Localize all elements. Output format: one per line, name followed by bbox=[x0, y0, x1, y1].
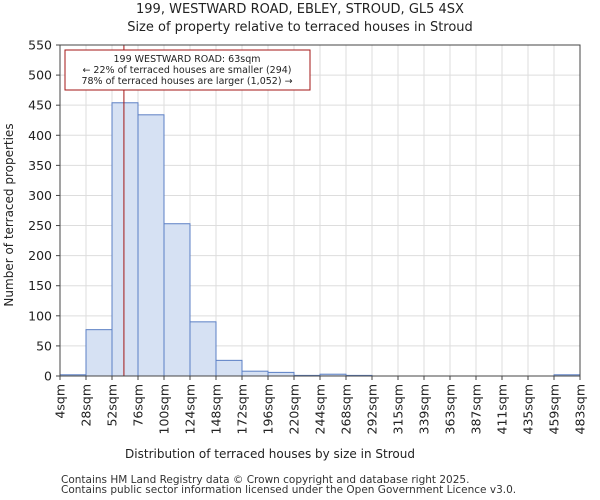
x-tick-label: 196sqm bbox=[261, 384, 276, 434]
chart-title-line2: Size of property relative to terraced ho… bbox=[127, 20, 473, 35]
bar bbox=[215, 359, 243, 377]
y-tick-label: 50 bbox=[36, 338, 52, 353]
y-tick-label: 450 bbox=[28, 98, 52, 113]
y-tick-label: 400 bbox=[28, 128, 52, 143]
y-tick-label: 100 bbox=[28, 308, 52, 323]
x-axis-label: Distribution of terraced houses by size … bbox=[125, 447, 415, 461]
x-tick-label: 268sqm bbox=[339, 384, 354, 434]
footer-copyright: Contains HM Land Registry data © Crown c… bbox=[61, 474, 470, 486]
y-tick-label: 550 bbox=[28, 38, 52, 53]
y-tick-label: 200 bbox=[28, 248, 52, 263]
bar bbox=[241, 370, 269, 377]
x-tick-label: 4sqm bbox=[53, 384, 68, 419]
x-tick-label: 220sqm bbox=[287, 384, 302, 434]
x-axis: 4sqm 28sqm 52sqm 76sqm 100sqm 124sqm 148sqm 172… bbox=[53, 376, 588, 434]
y-tick-label: 150 bbox=[28, 278, 52, 293]
bar bbox=[85, 329, 113, 377]
y-axis-label: Number of terraced properties bbox=[2, 123, 16, 306]
x-tick-label: 52sqm bbox=[105, 384, 120, 427]
chart-title-line1: 199, WESTWARD ROAD, EBLEY, STROUD, GL5 4… bbox=[136, 2, 464, 17]
annotation-line3: 78% of terraced houses are larger (1,052… bbox=[81, 76, 292, 87]
plot-frame bbox=[59, 44, 581, 377]
y-tick-label: 250 bbox=[28, 218, 52, 233]
x-tick-label: 483sqm bbox=[573, 384, 588, 434]
y-tick-label: 500 bbox=[28, 68, 52, 83]
bar bbox=[111, 102, 139, 377]
x-tick-label: 459sqm bbox=[547, 384, 562, 434]
bar bbox=[189, 321, 217, 377]
x-tick-label: 387sqm bbox=[469, 384, 484, 434]
x-tick-label: 339sqm bbox=[417, 384, 432, 434]
x-tick-label: 100sqm bbox=[157, 384, 172, 434]
x-tick-label: 411sqm bbox=[495, 384, 510, 434]
annotation-line1: 199 WESTWARD ROAD: 63sqm bbox=[114, 54, 261, 65]
bar bbox=[267, 371, 295, 377]
y-tick-label: 300 bbox=[28, 188, 52, 203]
x-tick-label: 76sqm bbox=[131, 384, 146, 427]
x-tick-label: 148sqm bbox=[209, 384, 224, 434]
bar bbox=[137, 114, 165, 377]
bars bbox=[59, 102, 581, 377]
footer-licence: Contains public sector information licen… bbox=[61, 484, 517, 496]
y-tick-label: 0 bbox=[44, 369, 52, 384]
annotation-box bbox=[64, 49, 311, 91]
x-tick-label: 315sqm bbox=[391, 384, 406, 434]
y-tick-label: 350 bbox=[28, 158, 52, 173]
annotation-line2: ← 22% of terraced houses are smaller (29… bbox=[82, 65, 291, 76]
x-tick-label: 28sqm bbox=[79, 384, 94, 427]
bar bbox=[163, 223, 191, 377]
x-tick-label: 244sqm bbox=[313, 384, 328, 434]
y-axis: 0 50 100 150 200 250 300 350 400 450 500 550 bbox=[28, 38, 60, 384]
x-tick-label: 124sqm bbox=[183, 384, 198, 434]
x-tick-label: 363sqm bbox=[443, 384, 458, 434]
x-tick-label: 292sqm bbox=[365, 384, 380, 434]
x-tick-label: 435sqm bbox=[521, 384, 536, 434]
x-tick-label: 172sqm bbox=[235, 384, 250, 434]
